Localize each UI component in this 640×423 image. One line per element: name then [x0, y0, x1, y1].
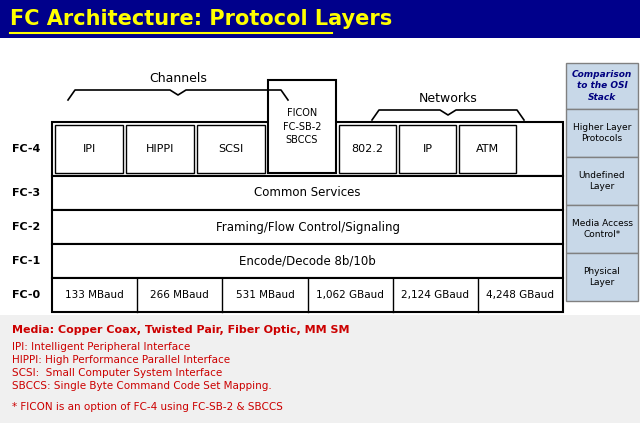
- Text: IPI: Intelligent Peripheral Interface: IPI: Intelligent Peripheral Interface: [12, 342, 190, 352]
- Text: SCSI:  Small Computer System Interface: SCSI: Small Computer System Interface: [12, 368, 222, 378]
- FancyBboxPatch shape: [52, 122, 563, 176]
- FancyBboxPatch shape: [566, 253, 638, 301]
- FancyBboxPatch shape: [0, 38, 640, 328]
- Text: Comparison
to the OSI
Stack: Comparison to the OSI Stack: [572, 70, 632, 102]
- Text: 531 MBaud: 531 MBaud: [236, 290, 294, 300]
- Text: FC-3: FC-3: [12, 188, 40, 198]
- Text: Higher Layer
Protocols: Higher Layer Protocols: [573, 123, 631, 143]
- Text: 1,062 GBaud: 1,062 GBaud: [316, 290, 384, 300]
- FancyBboxPatch shape: [52, 210, 563, 244]
- FancyBboxPatch shape: [0, 0, 640, 38]
- Text: IPI: IPI: [83, 144, 95, 154]
- FancyBboxPatch shape: [268, 80, 336, 173]
- Text: 4,248 GBaud: 4,248 GBaud: [486, 290, 554, 300]
- FancyBboxPatch shape: [399, 125, 456, 173]
- FancyBboxPatch shape: [566, 63, 638, 109]
- FancyBboxPatch shape: [52, 176, 563, 210]
- FancyBboxPatch shape: [459, 125, 516, 173]
- Text: FC-4: FC-4: [12, 144, 40, 154]
- Text: 802.2: 802.2: [351, 144, 383, 154]
- Text: Physical
Layer: Physical Layer: [584, 267, 620, 287]
- Text: 2,124 GBaud: 2,124 GBaud: [401, 290, 469, 300]
- Text: Networks: Networks: [419, 91, 477, 104]
- Text: Media: Copper Coax, Twisted Pair, Fiber Optic, MM SM: Media: Copper Coax, Twisted Pair, Fiber …: [12, 325, 349, 335]
- Text: Common Services: Common Services: [254, 187, 361, 200]
- Text: FC Architecture: Protocol Layers: FC Architecture: Protocol Layers: [10, 9, 392, 29]
- Text: Framing/Flow Control/Signaling: Framing/Flow Control/Signaling: [216, 220, 399, 233]
- Text: Channels: Channels: [149, 71, 207, 85]
- Text: Media Access
Control*: Media Access Control*: [572, 219, 632, 239]
- Text: ATM: ATM: [476, 144, 499, 154]
- FancyBboxPatch shape: [52, 244, 563, 278]
- Text: 266 MBaud: 266 MBaud: [150, 290, 209, 300]
- FancyBboxPatch shape: [566, 205, 638, 253]
- FancyBboxPatch shape: [52, 278, 563, 312]
- FancyBboxPatch shape: [566, 109, 638, 157]
- FancyBboxPatch shape: [55, 125, 123, 173]
- Text: SCSI: SCSI: [218, 144, 244, 154]
- Text: FC-1: FC-1: [12, 256, 40, 266]
- Text: SBCCS: Single Byte Command Code Set Mapping.: SBCCS: Single Byte Command Code Set Mapp…: [12, 381, 272, 391]
- Text: * FICON is an option of FC-4 using FC-SB-2 & SBCCS: * FICON is an option of FC-4 using FC-SB…: [12, 402, 283, 412]
- FancyBboxPatch shape: [339, 125, 396, 173]
- Text: FC-2: FC-2: [12, 222, 40, 232]
- Text: FC-0: FC-0: [12, 290, 40, 300]
- Text: Undefined
Layer: Undefined Layer: [579, 171, 625, 191]
- Text: FICON
FC-SB-2
SBCCS: FICON FC-SB-2 SBCCS: [283, 108, 321, 145]
- Text: Encode/Decode 8b/10b: Encode/Decode 8b/10b: [239, 255, 376, 267]
- FancyBboxPatch shape: [197, 125, 265, 173]
- Text: HIPPI: HIPPI: [146, 144, 174, 154]
- Text: IP: IP: [422, 144, 433, 154]
- Text: 133 MBaud: 133 MBaud: [65, 290, 124, 300]
- Text: HIPPI: High Performance Parallel Interface: HIPPI: High Performance Parallel Interfa…: [12, 355, 230, 365]
- FancyBboxPatch shape: [566, 157, 638, 205]
- FancyBboxPatch shape: [126, 125, 194, 173]
- FancyBboxPatch shape: [0, 315, 640, 423]
